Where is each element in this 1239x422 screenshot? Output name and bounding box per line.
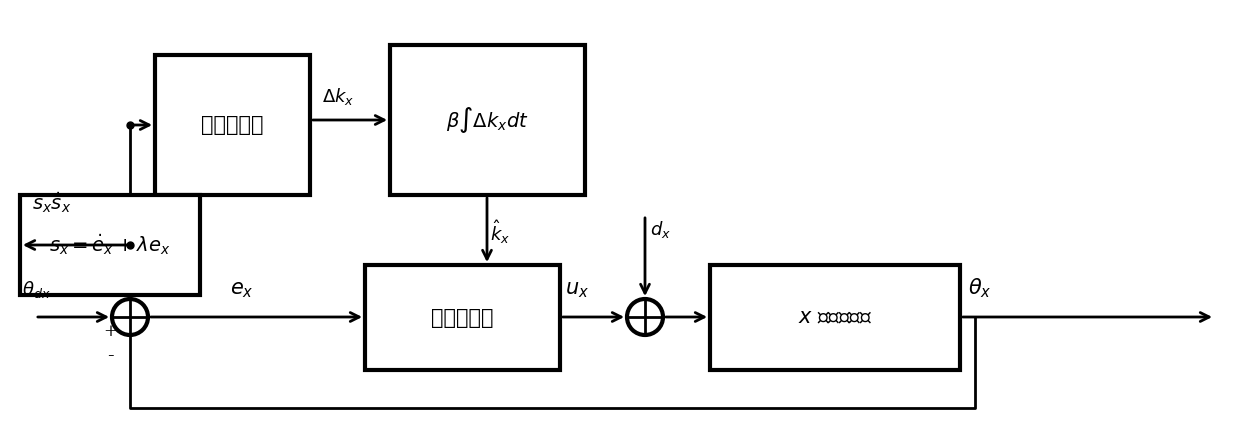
Text: 滑模控制器: 滑模控制器 (431, 308, 494, 327)
Text: $d_x$: $d_x$ (650, 219, 672, 240)
Text: $s_x\dot{s}_x$: $s_x\dot{s}_x$ (32, 190, 72, 215)
Text: $\beta\int\Delta k_x dt$: $\beta\int\Delta k_x dt$ (446, 105, 529, 135)
Text: $\theta_x$: $\theta_x$ (968, 276, 991, 300)
Text: $s_x=\dot{e}_x+\lambda e_x$: $s_x=\dot{e}_x+\lambda e_x$ (50, 233, 171, 257)
Text: $\Delta k_x$: $\Delta k_x$ (322, 86, 354, 107)
Bar (710, 265, 960, 370)
Text: $x$ 轴伺服系统: $x$ 轴伺服系统 (798, 308, 872, 327)
Bar (390, 45, 585, 195)
Text: -: - (107, 347, 113, 365)
Circle shape (112, 299, 147, 335)
Bar (155, 55, 310, 195)
Bar (366, 265, 560, 370)
Text: $e_x$: $e_x$ (230, 280, 254, 300)
Text: +: + (103, 324, 116, 341)
Text: $u_x$: $u_x$ (565, 280, 589, 300)
Bar (20, 195, 199, 295)
Text: $\theta_{dx}$: $\theta_{dx}$ (22, 279, 51, 300)
Text: 模糊控制器: 模糊控制器 (201, 115, 264, 135)
Text: $\hat{k}_x$: $\hat{k}_x$ (489, 218, 510, 246)
Circle shape (627, 299, 663, 335)
